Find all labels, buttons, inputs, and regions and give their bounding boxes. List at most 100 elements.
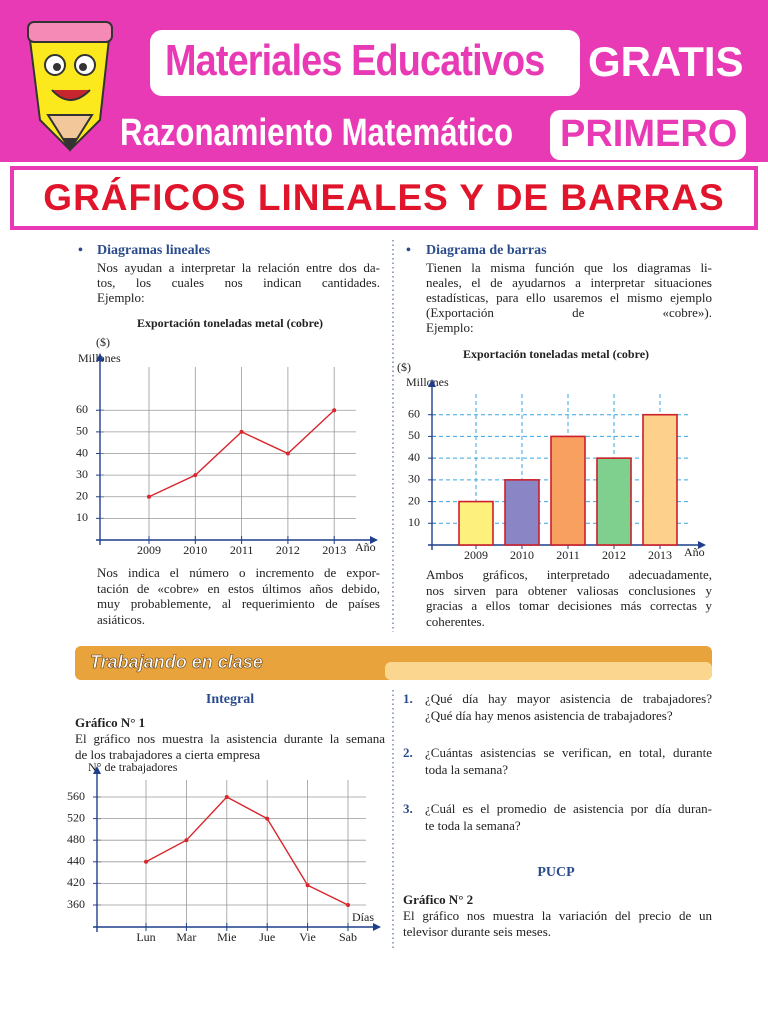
question-line: te toda la semana?: [425, 818, 521, 833]
y-tick-label: 10: [76, 510, 88, 524]
question-line: toda la semana?: [425, 762, 509, 777]
x-axis-arrow: [698, 541, 706, 549]
data-point: [305, 883, 310, 888]
y-tick-label: 20: [408, 493, 420, 507]
bullet: •: [406, 243, 411, 258]
y-tick-label: 560: [67, 789, 85, 803]
x-tick-label: 2012: [602, 548, 626, 562]
section-title: Trabajando en clase: [90, 652, 263, 673]
x-tick-label: Lun: [136, 930, 155, 944]
question-number: 2.: [403, 745, 413, 760]
y-tick-label: 60: [408, 406, 420, 420]
text-line: asiáticos.: [97, 611, 146, 627]
graph-title: Gráfico N° 1: [75, 715, 146, 730]
x-tick-label: 2012: [276, 543, 300, 557]
chart-title: Exportación toneladas metal (cobre): [137, 316, 323, 330]
bar: [504, 479, 540, 546]
question-line: ¿Cuál es el promedio de asistencia por d…: [425, 801, 712, 816]
text-line: El gráfico nos muestra la asistencia dur…: [75, 731, 385, 746]
x-tick-label: Vie: [299, 930, 316, 944]
text-line: de los trabajadores a cierta empresa: [75, 747, 261, 762]
text-line: neales, el de ayudarnos a interpretar si…: [426, 275, 712, 290]
y-axis-arrow: [93, 766, 101, 774]
text-line: estadísticas, para ello usaremos el mism…: [426, 290, 712, 305]
heading: Diagrama de barras: [426, 243, 547, 258]
y-axis-label: Millones: [406, 375, 449, 389]
text-line: gracias a ellos tomar decisiones más cor…: [426, 598, 712, 613]
graph-title: Gráfico N° 2: [403, 892, 474, 907]
text-line: nos sirven para obtener valiosas conclus…: [426, 582, 712, 598]
data-point: [144, 859, 148, 864]
y-tick-label: 10: [408, 515, 420, 529]
heading: Diagramas lineales: [97, 243, 211, 258]
y-tick-label: 20: [76, 489, 88, 503]
data-point: [239, 429, 244, 434]
section-banner-inner: [385, 662, 712, 680]
text-line: tación de «cobre» en estos últimos años …: [97, 580, 380, 596]
subject: Razonamiento Matemático: [120, 112, 514, 154]
data-point: [193, 473, 198, 478]
data-point: [332, 408, 337, 413]
y-tick-label: 40: [76, 445, 88, 459]
x-tick-label: Sab: [339, 930, 357, 944]
text-line: El gráfico nos muestra la variación del …: [403, 908, 712, 923]
x-axis-label: Días: [352, 910, 374, 924]
text-line: televisor durante seis meses.: [403, 924, 552, 939]
x-tick-label: 2009: [464, 548, 488, 562]
x-axis-label: Año: [684, 545, 705, 559]
question-line: ¿Cuántas asistencias se verifican, en to…: [425, 745, 712, 760]
text-line: (Exportación de «cobre»).: [426, 305, 712, 320]
x-tick-label: 2013: [322, 543, 346, 557]
x-tick-label: 2011: [230, 543, 254, 557]
text-line: Nos ayudan a interpretar la relación ent…: [97, 260, 380, 275]
text-line: Tienen la misma función que los diagrama…: [426, 260, 712, 275]
bullet: •: [78, 243, 83, 258]
y-tick-label: 30: [408, 472, 420, 486]
text-line: coherentes.: [426, 613, 485, 629]
brand: Materiales Educativos: [165, 36, 545, 85]
y-axis-arrow: [428, 379, 436, 387]
mascot: [27, 21, 113, 152]
data-point: [285, 451, 290, 456]
title-box: [10, 166, 758, 230]
brand-box: [150, 30, 580, 96]
data-line: [145, 796, 349, 906]
y-tick-label: 480: [67, 832, 85, 846]
x-axis-arrow: [373, 923, 381, 931]
data-point: [184, 838, 189, 843]
y-tick-label: 60: [76, 402, 88, 416]
level: PUCP: [537, 865, 575, 880]
bar: [596, 457, 632, 546]
data-point: [265, 816, 270, 821]
y-tick-label: 40: [408, 450, 420, 464]
bar: [550, 435, 586, 546]
level: Integral: [205, 692, 255, 707]
y-tick-label: 30: [76, 467, 88, 481]
data-point: [147, 494, 151, 499]
question-number: 3.: [403, 801, 413, 816]
grade: PRIMERO: [560, 113, 738, 155]
badge: GRATIS: [588, 38, 744, 85]
text-line: Ejemplo:: [426, 320, 474, 335]
y-axis-arrow: [96, 353, 104, 361]
y-unit: ($): [397, 360, 411, 374]
bar: [458, 500, 494, 546]
x-tick-label: Mar: [176, 930, 196, 944]
y-tick-label: 360: [67, 897, 85, 911]
y-tick-label: 50: [408, 428, 420, 442]
y-tick-label: 520: [67, 810, 85, 824]
question-line: ¿Qué día hay mayor asistencia de trabaja…: [425, 691, 712, 706]
text-line: muy probablemente, al requerimiento de p…: [97, 596, 380, 611]
page-title: GRÁFICOS LINEALES Y DE BARRAS: [43, 177, 725, 218]
data-point: [224, 795, 229, 799]
text-line: Ambos gráficos, interpretado adecuadamen…: [426, 567, 712, 582]
text-line: Ejemplo:: [97, 290, 145, 305]
x-tick-label: 2013: [648, 548, 672, 562]
y-axis-label: N° de trabajadores: [88, 760, 178, 774]
question-line: ¿Qué día hay menos asistencia de trabaja…: [425, 708, 673, 723]
y-unit: ($): [96, 335, 110, 349]
y-tick-label: 420: [67, 875, 85, 889]
x-tick-label: 2010: [510, 548, 534, 562]
